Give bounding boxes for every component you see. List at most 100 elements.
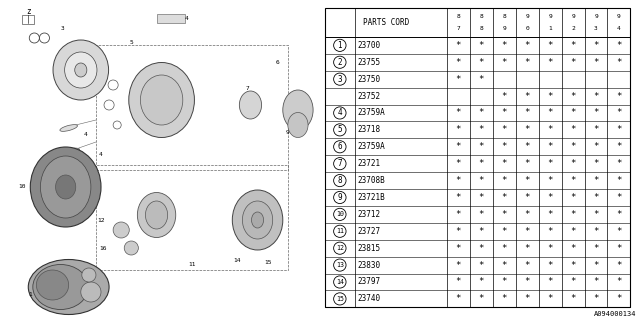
Text: 8: 8	[479, 14, 483, 19]
Text: 13: 13	[336, 262, 344, 268]
Text: *: *	[593, 108, 598, 117]
Text: 6: 6	[276, 60, 280, 65]
Text: *: *	[456, 58, 461, 67]
Text: *: *	[524, 142, 530, 151]
Text: 23712: 23712	[357, 210, 380, 219]
Text: 23759A: 23759A	[357, 108, 385, 117]
Text: 9: 9	[525, 14, 529, 19]
Text: *: *	[616, 294, 621, 303]
Ellipse shape	[61, 148, 79, 154]
Text: A094000134: A094000134	[595, 311, 637, 317]
Text: *: *	[547, 176, 553, 185]
Text: *: *	[570, 193, 576, 202]
Bar	[96, 165, 288, 270]
Text: 23755: 23755	[357, 58, 380, 67]
Ellipse shape	[232, 190, 283, 250]
Circle shape	[113, 222, 129, 238]
Text: *: *	[478, 260, 484, 269]
Text: 5: 5	[129, 39, 133, 44]
Circle shape	[82, 268, 96, 282]
Text: *: *	[524, 260, 530, 269]
Text: *: *	[524, 277, 530, 286]
Text: *: *	[501, 41, 507, 50]
Text: *: *	[616, 244, 621, 253]
Text: *: *	[616, 176, 621, 185]
Text: *: *	[570, 142, 576, 151]
Text: 4: 4	[84, 132, 88, 138]
Text: *: *	[593, 142, 598, 151]
Text: *: *	[593, 260, 598, 269]
Text: *: *	[570, 159, 576, 168]
Text: *: *	[547, 277, 553, 286]
Text: 13: 13	[153, 233, 160, 237]
Text: *: *	[570, 176, 576, 185]
Text: *: *	[456, 277, 461, 286]
Text: *: *	[593, 41, 598, 50]
Text: 8: 8	[479, 26, 483, 31]
Text: *: *	[547, 260, 553, 269]
Text: 1: 1	[337, 41, 342, 50]
Text: *: *	[456, 294, 461, 303]
Ellipse shape	[140, 75, 183, 125]
Text: *: *	[501, 108, 507, 117]
Text: *: *	[501, 92, 507, 100]
Text: *: *	[547, 159, 553, 168]
Text: *: *	[593, 58, 598, 67]
Text: *: *	[593, 92, 598, 100]
Text: *: *	[478, 41, 484, 50]
Text: *: *	[501, 58, 507, 67]
Text: 8: 8	[456, 14, 460, 19]
Text: *: *	[501, 294, 507, 303]
Text: 11: 11	[336, 228, 344, 234]
Text: 5: 5	[337, 125, 342, 134]
Text: *: *	[524, 92, 530, 100]
Ellipse shape	[53, 40, 109, 100]
Text: *: *	[547, 92, 553, 100]
Ellipse shape	[252, 212, 264, 228]
Text: *: *	[593, 193, 598, 202]
Text: *: *	[478, 294, 484, 303]
Text: PARTS CORD: PARTS CORD	[363, 18, 409, 27]
Text: 3: 3	[61, 27, 65, 31]
Text: 11: 11	[188, 262, 196, 268]
Text: *: *	[570, 41, 576, 50]
Text: 9: 9	[571, 14, 575, 19]
Text: *: *	[478, 125, 484, 134]
Text: z: z	[26, 7, 31, 17]
Text: *: *	[593, 294, 598, 303]
Text: *: *	[616, 210, 621, 219]
Text: *: *	[478, 176, 484, 185]
Text: *: *	[593, 227, 598, 236]
Text: 23721: 23721	[357, 159, 380, 168]
Text: *: *	[478, 58, 484, 67]
Ellipse shape	[65, 52, 97, 88]
Text: *: *	[501, 277, 507, 286]
Text: 4: 4	[99, 153, 103, 157]
Text: 8: 8	[337, 176, 342, 185]
Text: *: *	[456, 108, 461, 117]
Text: *: *	[524, 193, 530, 202]
Text: *: *	[456, 159, 461, 168]
Text: *: *	[570, 227, 576, 236]
Text: 6: 6	[337, 142, 342, 151]
Text: 23727: 23727	[357, 227, 380, 236]
Text: *: *	[616, 227, 621, 236]
Text: *: *	[616, 260, 621, 269]
Text: *: *	[616, 92, 621, 100]
Circle shape	[81, 282, 101, 302]
Text: *: *	[501, 142, 507, 151]
Text: 23815: 23815	[357, 244, 380, 253]
Text: 23721B: 23721B	[357, 193, 385, 202]
Text: 14: 14	[336, 279, 344, 285]
Text: 7: 7	[246, 85, 250, 91]
Ellipse shape	[145, 201, 168, 229]
Ellipse shape	[239, 91, 262, 119]
Text: *: *	[478, 210, 484, 219]
Text: 23740: 23740	[357, 294, 380, 303]
Text: *: *	[456, 227, 461, 236]
Text: *: *	[456, 125, 461, 134]
Text: *: *	[501, 210, 507, 219]
Text: 8: 8	[289, 106, 292, 110]
Text: 12: 12	[97, 218, 105, 222]
Text: 3: 3	[594, 26, 598, 31]
